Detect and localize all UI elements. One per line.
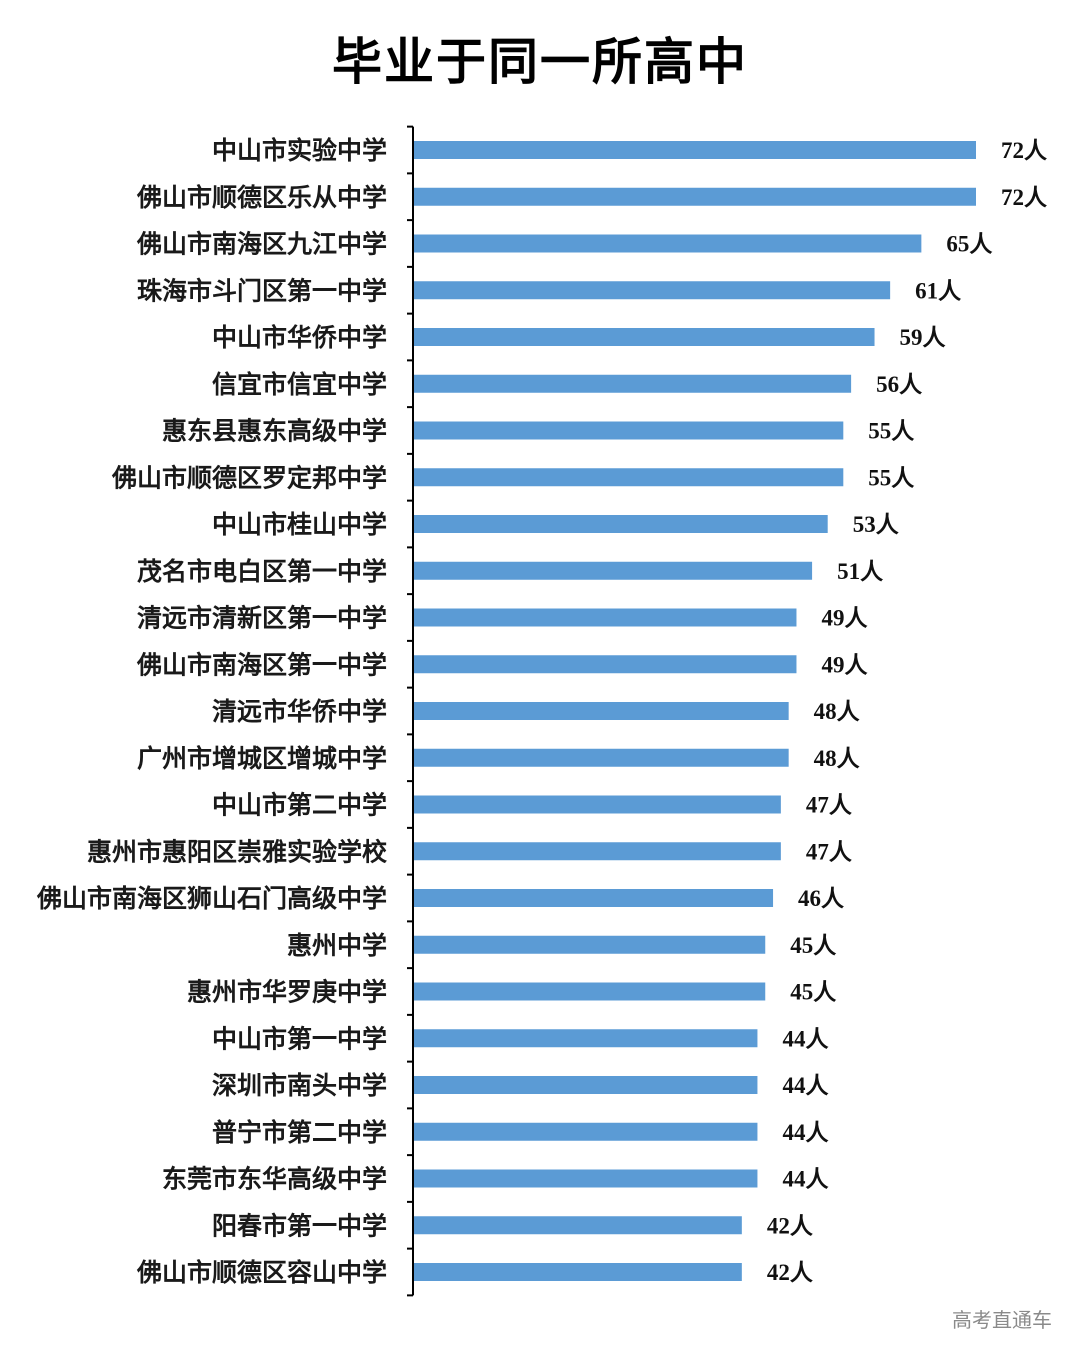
value-label: 55人 bbox=[868, 419, 915, 444]
value-label: 65人 bbox=[946, 232, 993, 257]
bar bbox=[414, 702, 789, 720]
category-label: 惠州市华罗庚中学 bbox=[187, 978, 387, 1007]
category-label: 佛山市顺德区乐从中学 bbox=[136, 183, 387, 212]
bar bbox=[414, 328, 875, 346]
category-label: 中山市桂山中学 bbox=[212, 510, 387, 539]
category-label: 中山市华侨中学 bbox=[212, 323, 387, 352]
category-labels: 中山市实验中学佛山市顺德区乐从中学佛山市南海区九江中学珠海市斗门区第一中学中山市… bbox=[36, 136, 388, 1287]
bar bbox=[414, 234, 922, 253]
value-label: 44人 bbox=[782, 1026, 829, 1051]
value-label: 46人 bbox=[798, 886, 845, 911]
chart-title: 毕业于同一所高中 bbox=[332, 33, 748, 91]
value-label: 49人 bbox=[821, 652, 868, 677]
category-label: 佛山市顺德区罗定邦中学 bbox=[111, 463, 387, 492]
bar bbox=[414, 421, 844, 440]
bar bbox=[414, 187, 976, 206]
value-label: 61人 bbox=[915, 278, 962, 303]
category-label: 惠州市惠阳区崇雅实验学校 bbox=[87, 837, 388, 866]
bar bbox=[414, 935, 766, 954]
value-label: 48人 bbox=[814, 746, 861, 771]
value-label: 42人 bbox=[767, 1213, 814, 1238]
value-label: 47人 bbox=[806, 839, 853, 864]
value-label: 44人 bbox=[782, 1120, 829, 1145]
bar bbox=[414, 515, 828, 533]
value-label: 72人 bbox=[1001, 185, 1048, 210]
category-label: 佛山市南海区九江中学 bbox=[136, 230, 387, 259]
category-label: 惠东县惠东高级中学 bbox=[162, 417, 387, 446]
bar bbox=[414, 795, 781, 814]
value-label: 51人 bbox=[837, 559, 884, 584]
value-label: 56人 bbox=[876, 372, 923, 397]
category-label: 清远市清新区第一中学 bbox=[137, 604, 387, 633]
category-label: 信宜市信宜中学 bbox=[212, 370, 387, 399]
category-label: 东莞市东华高级中学 bbox=[162, 1165, 387, 1194]
bar bbox=[414, 141, 976, 159]
category-label: 阳春市第一中学 bbox=[212, 1211, 387, 1240]
bar bbox=[414, 608, 797, 627]
bar bbox=[414, 655, 797, 674]
value-label: 55人 bbox=[868, 465, 915, 490]
value-labels: 72人 72人 65人 61人 59人 56人 55人 55人 53人 51人 49人 49人 48人 4… bbox=[767, 138, 1048, 1285]
value-label: 47人 bbox=[806, 793, 853, 818]
bar bbox=[414, 1029, 758, 1048]
category-label: 深圳市南头中学 bbox=[212, 1071, 387, 1100]
bar bbox=[414, 889, 774, 907]
value-label: 72人 bbox=[1001, 138, 1048, 163]
bar bbox=[414, 748, 789, 767]
bar bbox=[414, 1122, 758, 1141]
value-label: 45人 bbox=[790, 933, 837, 958]
value-label: 45人 bbox=[790, 980, 837, 1005]
bar bbox=[414, 561, 813, 580]
bars-group bbox=[414, 141, 976, 1281]
category-label: 佛山市南海区第一中学 bbox=[136, 650, 387, 679]
value-label: 42人 bbox=[767, 1260, 814, 1285]
category-label: 茂名市电白区第一中学 bbox=[137, 557, 387, 586]
bar bbox=[414, 1076, 758, 1094]
value-label: 44人 bbox=[782, 1167, 829, 1192]
bar bbox=[414, 982, 766, 1001]
category-label: 佛山市顺德区容山中学 bbox=[136, 1258, 387, 1287]
value-label: 48人 bbox=[814, 699, 861, 724]
bar bbox=[414, 1216, 742, 1235]
category-label: 广州市增城区增城中学 bbox=[137, 744, 387, 773]
category-label: 清远市华侨中学 bbox=[212, 697, 387, 726]
category-label: 惠州中学 bbox=[287, 931, 387, 960]
axis-ticks bbox=[407, 125, 413, 1297]
value-label: 49人 bbox=[821, 606, 868, 631]
value-label: 53人 bbox=[853, 512, 900, 537]
value-label: 59人 bbox=[900, 325, 947, 350]
category-label: 中山市实验中学 bbox=[212, 136, 387, 165]
bar bbox=[414, 374, 852, 393]
category-label: 中山市第一中学 bbox=[212, 1024, 387, 1053]
value-label: 44人 bbox=[782, 1073, 829, 1098]
category-label: 普宁市第二中学 bbox=[212, 1118, 387, 1147]
bar bbox=[414, 1169, 758, 1188]
category-label: 珠海市斗门区第一中学 bbox=[137, 276, 387, 305]
bar bbox=[414, 842, 781, 861]
category-label: 佛山市南海区狮山石门高级中学 bbox=[36, 884, 387, 913]
bar bbox=[414, 468, 844, 487]
watermark-text: 高考直通车 bbox=[952, 1308, 1052, 1332]
category-label: 中山市第二中学 bbox=[212, 791, 387, 820]
bar bbox=[414, 1263, 742, 1281]
bar bbox=[414, 281, 891, 300]
